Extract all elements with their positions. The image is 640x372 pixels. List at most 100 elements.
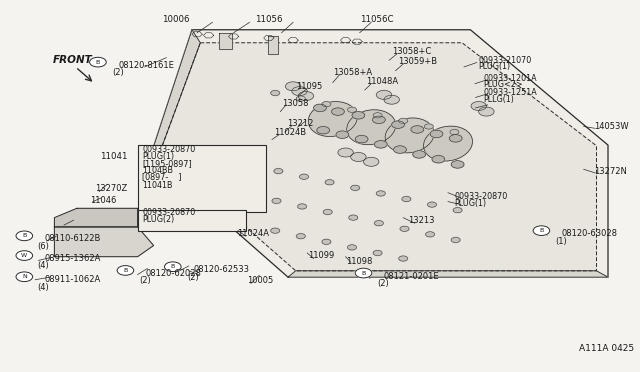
Circle shape	[348, 107, 356, 112]
Circle shape	[117, 266, 134, 275]
Text: (6): (6)	[37, 242, 49, 251]
Text: 11041B: 11041B	[142, 181, 173, 190]
Text: 00933-21070: 00933-21070	[479, 56, 532, 65]
Text: FRONT: FRONT	[52, 55, 92, 64]
Text: 08110-6122B: 08110-6122B	[45, 234, 101, 243]
Circle shape	[351, 153, 366, 161]
Text: PLUG(2): PLUG(2)	[142, 215, 174, 224]
Circle shape	[428, 202, 436, 207]
Circle shape	[400, 226, 409, 231]
Circle shape	[325, 180, 334, 185]
Circle shape	[332, 108, 344, 115]
Text: 13212: 13212	[287, 119, 313, 128]
Text: B: B	[362, 270, 365, 276]
Text: B: B	[171, 264, 175, 269]
Circle shape	[411, 126, 424, 133]
Polygon shape	[219, 33, 232, 49]
Circle shape	[399, 256, 408, 261]
Text: 11095: 11095	[296, 82, 323, 91]
Text: 08120-62028: 08120-62028	[146, 269, 202, 278]
Text: B: B	[96, 60, 100, 65]
Text: 11041: 11041	[100, 152, 128, 161]
Text: 11099: 11099	[308, 251, 335, 260]
Text: 08121-0201E: 08121-0201E	[384, 272, 440, 280]
Circle shape	[402, 196, 411, 202]
Circle shape	[296, 96, 305, 101]
Text: 00933-1201A: 00933-1201A	[483, 74, 537, 83]
Text: 1104BB: 1104BB	[142, 166, 173, 175]
Text: (4): (4)	[37, 283, 49, 292]
Text: [1195-0897]: [1195-0897]	[142, 159, 192, 168]
Circle shape	[317, 126, 330, 134]
Text: 00933-20870: 00933-20870	[454, 192, 508, 201]
Circle shape	[16, 231, 33, 241]
Circle shape	[296, 234, 305, 239]
Text: 08911-1062A: 08911-1062A	[45, 275, 101, 284]
Text: PLUG(1): PLUG(1)	[479, 62, 511, 71]
Circle shape	[274, 169, 283, 174]
Text: 00933-1251A: 00933-1251A	[483, 88, 537, 97]
Circle shape	[349, 215, 358, 220]
Text: W: W	[21, 253, 28, 258]
Text: (2): (2)	[187, 273, 198, 282]
Circle shape	[471, 102, 486, 110]
Circle shape	[413, 151, 426, 158]
Text: 11024A: 11024A	[237, 229, 269, 238]
Circle shape	[533, 226, 550, 235]
Polygon shape	[288, 271, 608, 277]
Text: 08915-1362A: 08915-1362A	[45, 254, 101, 263]
Circle shape	[453, 208, 462, 213]
Circle shape	[336, 131, 349, 138]
Circle shape	[394, 146, 406, 153]
Circle shape	[300, 174, 308, 179]
Circle shape	[373, 250, 382, 256]
Circle shape	[392, 121, 404, 128]
FancyBboxPatch shape	[138, 210, 246, 231]
Circle shape	[384, 95, 399, 104]
Circle shape	[164, 262, 181, 272]
Text: 08120-63028: 08120-63028	[562, 229, 618, 238]
Circle shape	[450, 129, 459, 135]
Circle shape	[323, 209, 332, 215]
Text: PLUG(1): PLUG(1)	[454, 199, 486, 208]
Circle shape	[449, 135, 462, 142]
Ellipse shape	[385, 118, 434, 153]
Text: 00933-20870: 00933-20870	[142, 208, 195, 217]
Text: 08120-8161E: 08120-8161E	[118, 61, 174, 70]
Text: B: B	[124, 268, 127, 273]
Circle shape	[376, 191, 385, 196]
Circle shape	[272, 198, 281, 203]
Circle shape	[16, 272, 33, 282]
FancyBboxPatch shape	[138, 145, 266, 212]
Polygon shape	[150, 30, 200, 156]
Circle shape	[355, 268, 372, 278]
Circle shape	[90, 57, 106, 67]
Circle shape	[271, 90, 280, 96]
Circle shape	[348, 245, 356, 250]
Polygon shape	[268, 36, 278, 54]
Text: 11056C: 11056C	[360, 15, 393, 24]
Text: 10006: 10006	[162, 15, 189, 24]
Circle shape	[298, 204, 307, 209]
Text: 00933-20870: 00933-20870	[142, 145, 195, 154]
Circle shape	[479, 107, 494, 116]
Circle shape	[351, 185, 360, 190]
Text: 13059+B: 13059+B	[398, 57, 437, 66]
Text: (2): (2)	[140, 276, 151, 285]
Text: 14053W: 14053W	[594, 122, 628, 131]
Text: 13058: 13058	[282, 99, 308, 108]
Text: 11056: 11056	[255, 15, 282, 24]
Text: N: N	[22, 274, 27, 279]
Polygon shape	[54, 227, 154, 257]
Text: 13058+A: 13058+A	[333, 68, 372, 77]
Text: 11048A: 11048A	[366, 77, 398, 86]
Circle shape	[271, 228, 280, 233]
Circle shape	[298, 92, 314, 100]
Polygon shape	[160, 43, 596, 271]
Circle shape	[424, 124, 433, 129]
Circle shape	[364, 157, 379, 166]
Text: 13213: 13213	[408, 217, 435, 225]
Text: 11024B: 11024B	[274, 128, 306, 137]
Circle shape	[352, 112, 365, 119]
Circle shape	[285, 82, 301, 91]
